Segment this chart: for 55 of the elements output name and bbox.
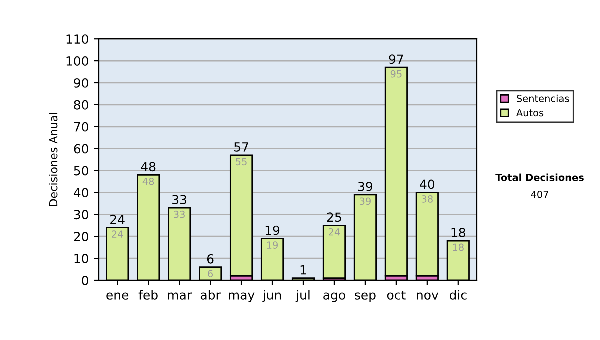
x-tick-label: ene bbox=[106, 292, 129, 300]
y-tick-label: 70 bbox=[74, 122, 88, 132]
x-tick-label: dic bbox=[450, 290, 467, 300]
total-label: 1 bbox=[300, 265, 306, 275]
y-tick-label: 0 bbox=[82, 276, 88, 286]
total-label: 33 bbox=[172, 195, 187, 205]
y-tick-label: 60 bbox=[74, 144, 88, 154]
bar bbox=[416, 192, 439, 277]
x-tick-label: may bbox=[229, 292, 255, 302]
data-label: 24 bbox=[112, 230, 124, 238]
total-label: 40 bbox=[420, 180, 435, 190]
x-tick-label: jul bbox=[296, 290, 310, 302]
y-tick-label: 80 bbox=[74, 100, 88, 110]
data-label: 95 bbox=[390, 70, 402, 78]
x-tick-label: oct bbox=[387, 290, 406, 300]
data-label: 48 bbox=[142, 178, 154, 186]
text: Total Decisiones bbox=[496, 174, 584, 182]
text: 407 bbox=[531, 190, 548, 198]
y-tick-label: 30 bbox=[74, 210, 88, 220]
bar bbox=[384, 66, 408, 277]
data-label: 38 bbox=[422, 196, 433, 203]
total-label: 24 bbox=[110, 214, 125, 224]
total-label: 57 bbox=[234, 142, 248, 152]
y-axis-title: Decisiones Anual bbox=[49, 113, 58, 206]
data-label: 33 bbox=[174, 210, 185, 218]
y-tick-label: 50 bbox=[74, 166, 88, 176]
total-label: 18 bbox=[452, 228, 466, 238]
data-label: 24 bbox=[329, 228, 340, 236]
total-label: 48 bbox=[141, 162, 156, 172]
y-tick-label: 40 bbox=[74, 188, 88, 198]
bar bbox=[230, 154, 254, 277]
x-tick-label: nov bbox=[417, 292, 439, 300]
y-tick-label: 110 bbox=[66, 34, 88, 44]
total-label: 6 bbox=[207, 254, 214, 264]
legend-label: Sentencias bbox=[517, 94, 570, 102]
data-label: 55 bbox=[236, 158, 247, 166]
x-tick-label: sep bbox=[355, 292, 376, 302]
x-tick-label: mar bbox=[168, 292, 192, 300]
data-label: 6 bbox=[208, 270, 214, 278]
total-label: 19 bbox=[266, 226, 280, 236]
x-tick-label: jun bbox=[262, 290, 282, 302]
y-tick-label: 10 bbox=[74, 254, 88, 264]
x-tick-label: abr bbox=[200, 290, 221, 300]
data-label: 39 bbox=[360, 198, 371, 206]
total-label: 39 bbox=[358, 182, 373, 192]
data-label: 18 bbox=[453, 244, 464, 252]
total-label: 97 bbox=[389, 54, 404, 64]
y-tick-label: 100 bbox=[66, 56, 88, 66]
data-label: 19 bbox=[267, 242, 278, 249]
y-tick-label: 20 bbox=[74, 232, 88, 242]
y-tick-label: 90 bbox=[74, 78, 88, 88]
x-tick-label: ago bbox=[324, 292, 346, 302]
legend-label: Autos bbox=[516, 109, 544, 117]
total-label: 25 bbox=[327, 212, 342, 222]
x-tick-label: feb bbox=[138, 290, 158, 300]
